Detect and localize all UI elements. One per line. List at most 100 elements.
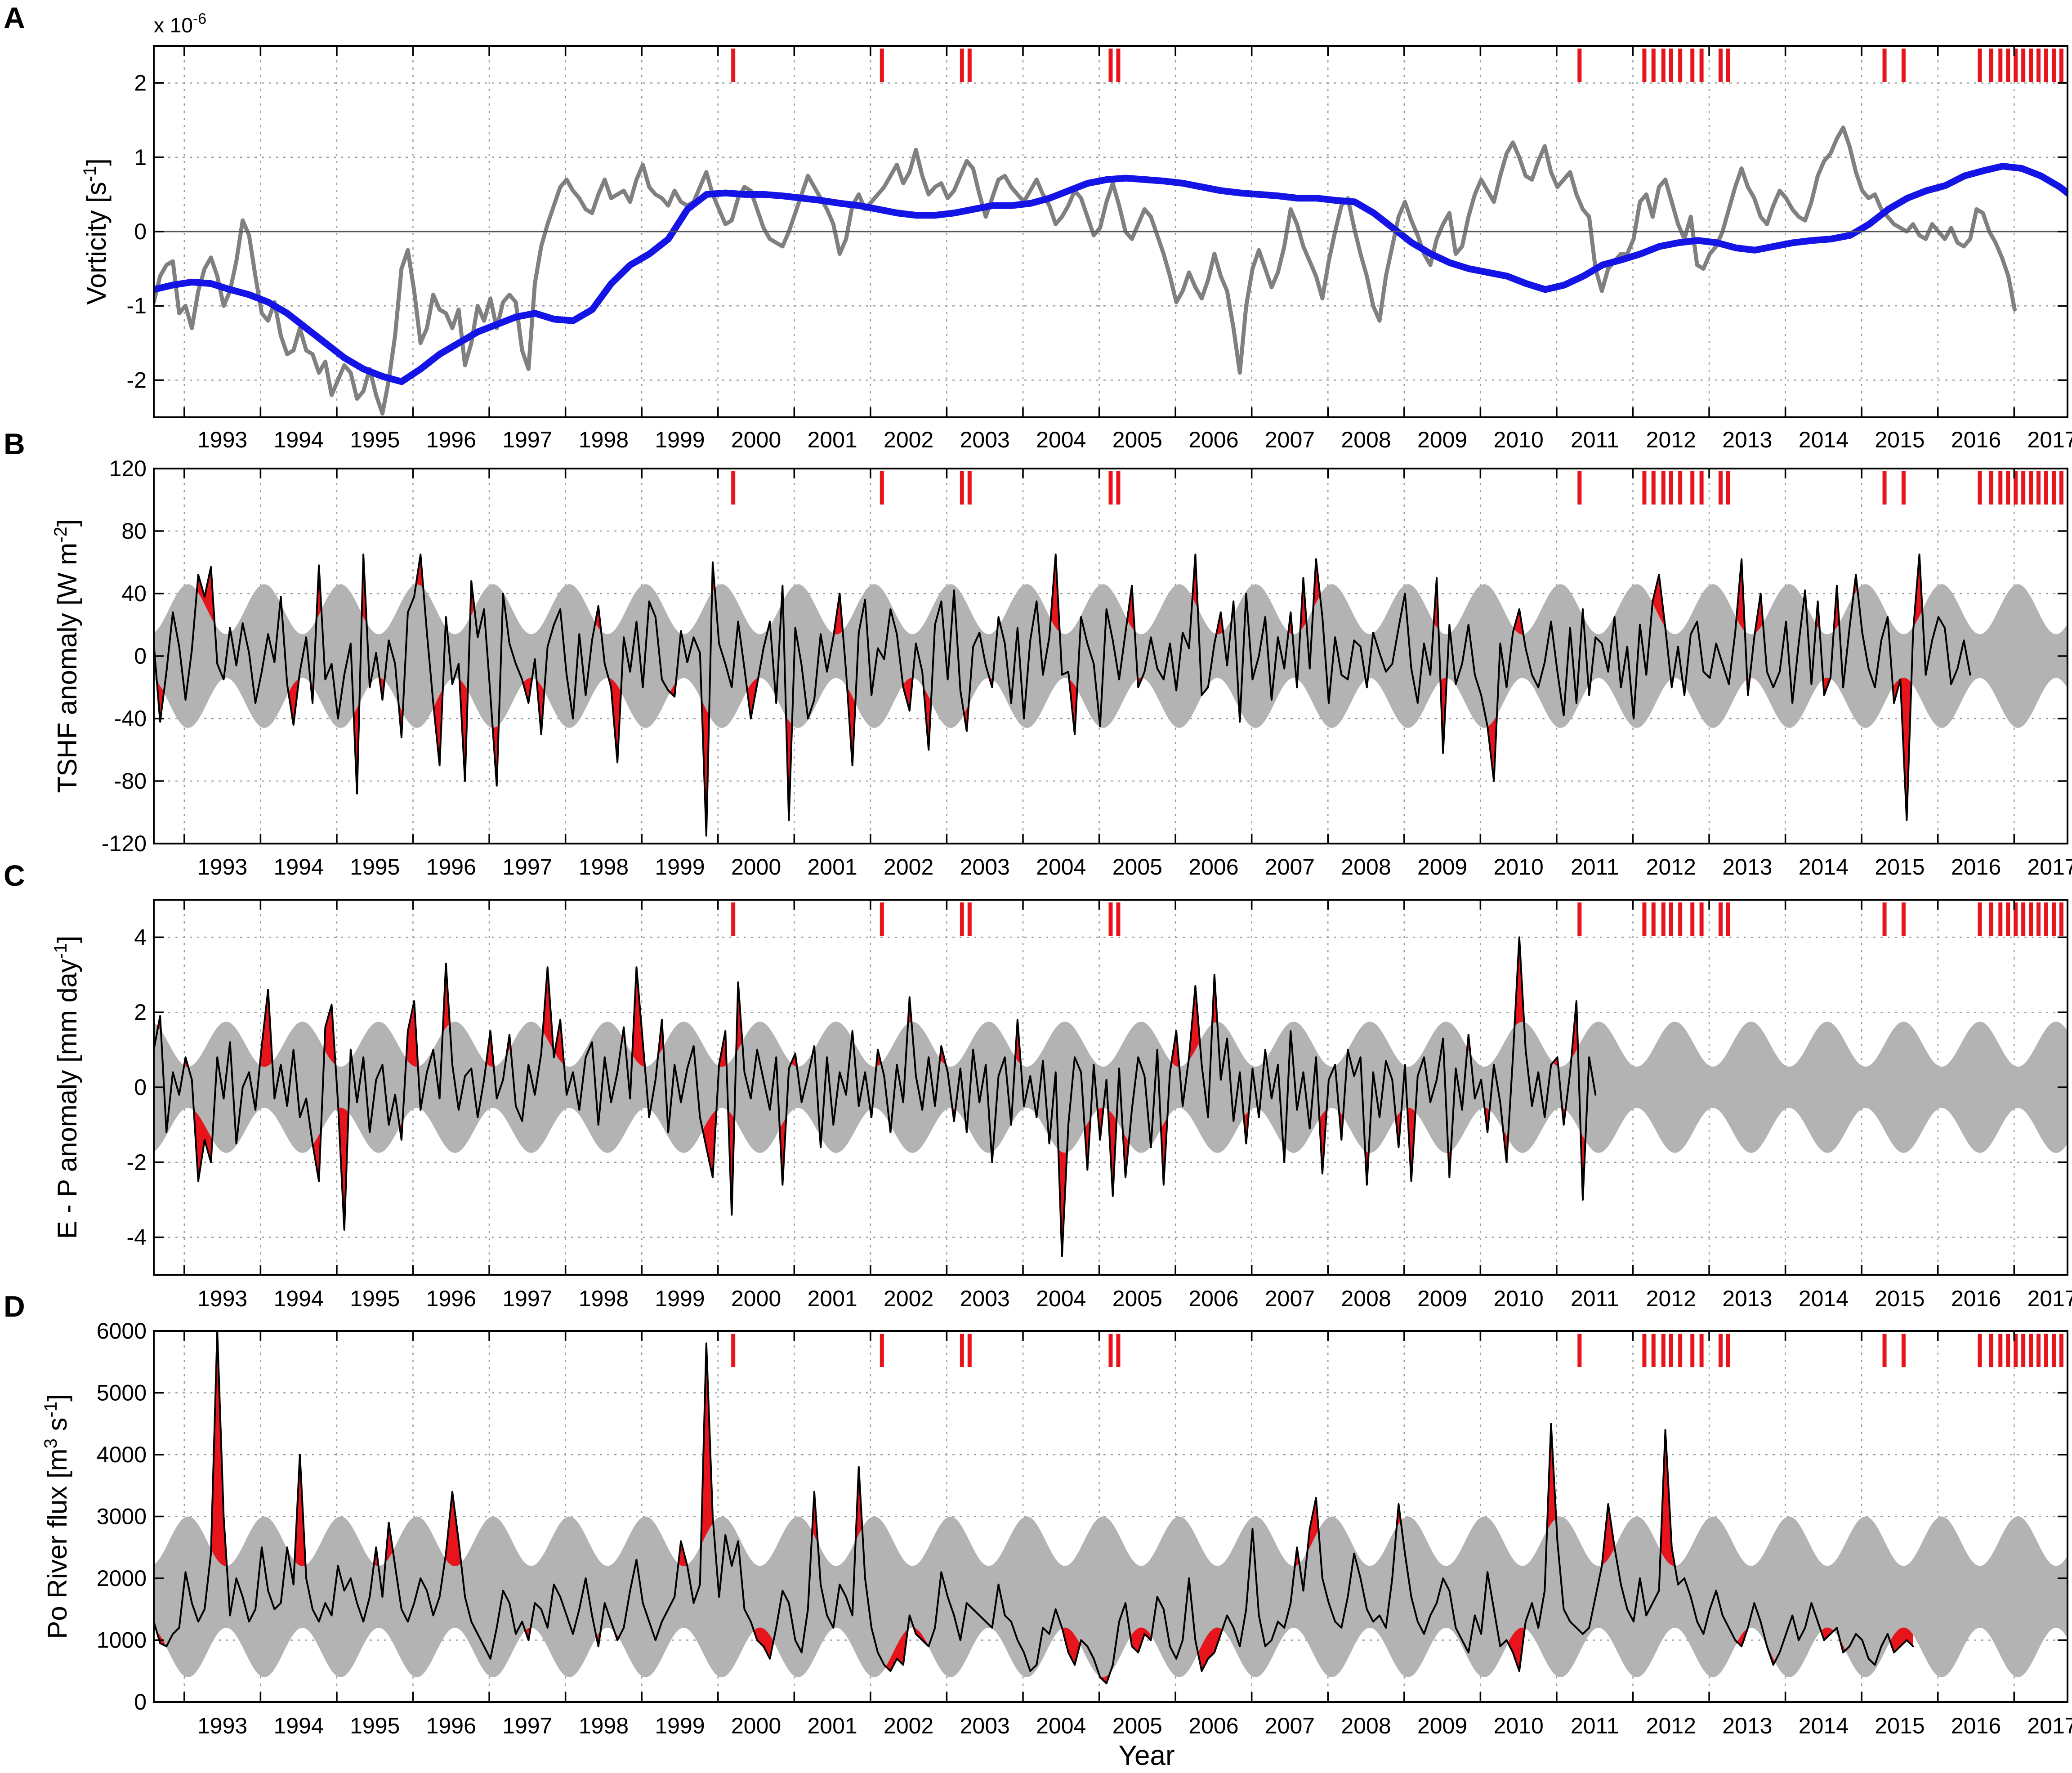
climatology-envelope bbox=[154, 584, 2068, 728]
x-tick-label: 2006 bbox=[1188, 427, 1238, 452]
x-tick-label: 1999 bbox=[655, 1713, 705, 1738]
x-tick-label: 2012 bbox=[1646, 1713, 1696, 1738]
x-tick-label: 2002 bbox=[884, 1286, 933, 1311]
y-axis-label: Po River flux [m3 s-1] bbox=[41, 1394, 72, 1639]
x-tick-label: 2012 bbox=[1646, 1286, 1696, 1311]
x-tick-label: 2015 bbox=[1875, 854, 1925, 880]
x-tick-label: 2009 bbox=[1417, 854, 1467, 880]
y-axis-label-text: ] bbox=[81, 158, 112, 166]
x-tick-label: 2003 bbox=[960, 1713, 1010, 1738]
x-tick-label: 2015 bbox=[1875, 1713, 1925, 1738]
x-tick-label: 2016 bbox=[1951, 854, 2001, 880]
y-tick-label: -80 bbox=[114, 768, 147, 794]
y-tick-label: 5000 bbox=[97, 1380, 147, 1406]
x-tick-label: 2014 bbox=[1799, 854, 1849, 880]
x-tick-label: 2015 bbox=[1875, 427, 1925, 452]
x-tick-label: 2010 bbox=[1494, 1286, 1544, 1311]
x-tick-label: 2003 bbox=[960, 427, 1010, 452]
x-tick-label: 2007 bbox=[1265, 854, 1315, 880]
x-tick-label: 2004 bbox=[1036, 854, 1086, 880]
x-tick-label: 1997 bbox=[502, 427, 552, 452]
x-tick-label: 2004 bbox=[1036, 1713, 1086, 1738]
x-tick-label: 2010 bbox=[1494, 854, 1544, 880]
y-axis-label-text: Vorticity [s bbox=[81, 182, 112, 304]
y-axis-label-text: s bbox=[42, 1417, 72, 1438]
x-tick-label: 2000 bbox=[731, 427, 781, 452]
plot-layer bbox=[154, 125, 2068, 416]
plot-layer bbox=[154, 936, 2068, 1257]
y-axis-label-text: Po River flux [m bbox=[42, 1448, 72, 1639]
x-tick-label: 2013 bbox=[1722, 1286, 1772, 1311]
panel-a: 1993 1994 1995 1996 1997 1998 1999 2000 2001 2002… bbox=[4, 1, 2072, 452]
x-tick-label: 2001 bbox=[807, 427, 857, 452]
series-line-raw bbox=[154, 125, 2017, 416]
y-axis-label-text: ] bbox=[52, 519, 82, 527]
x-tick-label: 1994 bbox=[274, 1713, 324, 1738]
y-tick-label: 0 bbox=[134, 643, 147, 669]
x-tick-label: 2005 bbox=[1112, 1713, 1162, 1738]
x-tick-label: 2001 bbox=[807, 854, 857, 880]
x-tick-label: 1996 bbox=[426, 854, 476, 880]
y-axis-label-text: ] bbox=[42, 1394, 72, 1402]
x-tick-label: 2006 bbox=[1188, 1286, 1238, 1311]
x-tick-label: 2016 bbox=[1951, 1713, 2001, 1738]
y-tick-label: 0 bbox=[134, 1689, 147, 1715]
y-axis-label-superscript: -1 bbox=[41, 1402, 61, 1418]
x-tick-label: 1998 bbox=[579, 1286, 629, 1311]
series-line-smooth bbox=[154, 163, 2068, 385]
x-tick-label: 2007 bbox=[1265, 1713, 1315, 1738]
x-tick-label: 2009 bbox=[1417, 427, 1467, 452]
x-tick-label: 1993 bbox=[197, 1713, 247, 1738]
series-line-anomaly bbox=[154, 554, 1971, 837]
x-axis-label: Year bbox=[1118, 1740, 1174, 1771]
panel-letter: C bbox=[4, 859, 25, 892]
y-tick-label: 2 bbox=[134, 1000, 147, 1025]
y-tick-label: 40 bbox=[121, 581, 147, 606]
y-tick-label: 4 bbox=[134, 924, 147, 950]
x-tick-label: 2014 bbox=[1799, 1713, 1849, 1738]
y-tick-label: 3000 bbox=[97, 1504, 147, 1529]
y-axis-label: Vorticity [s-1] bbox=[80, 158, 112, 305]
y-axis-label-text: E - P anomaly [mm day bbox=[52, 959, 82, 1239]
x-tick-label: 2009 bbox=[1417, 1713, 1467, 1738]
y-tick-label: 4000 bbox=[97, 1442, 147, 1467]
y-tick-label: 1 bbox=[134, 145, 147, 170]
x-tick-label: 2017 bbox=[2027, 1713, 2072, 1738]
x-tick-label: 2012 bbox=[1646, 427, 1696, 452]
x-tick-label: 2016 bbox=[1951, 1286, 2001, 1311]
x-tick-label: 2005 bbox=[1112, 854, 1162, 880]
y-axis-label-superscript: -1 bbox=[80, 166, 100, 182]
x-tick-label: 2000 bbox=[731, 1286, 781, 1311]
x-tick-label: 2004 bbox=[1036, 1286, 1086, 1311]
x-tick-label: 2010 bbox=[1494, 1713, 1544, 1738]
axis-multiplier-exponent: -6 bbox=[193, 10, 206, 27]
panel-letter: A bbox=[4, 1, 25, 34]
x-tick-label: 2011 bbox=[1571, 854, 1619, 880]
event-markers bbox=[731, 49, 2063, 82]
x-tick-label: 2005 bbox=[1112, 427, 1162, 452]
x-tick-label: 2011 bbox=[1571, 1286, 1619, 1311]
x-tick-label: 2016 bbox=[1951, 427, 2001, 452]
y-tick-label: -1 bbox=[127, 293, 147, 318]
x-tick-label: 1998 bbox=[579, 1713, 629, 1738]
y-tick-label: -2 bbox=[127, 1150, 147, 1175]
series-line-anomaly bbox=[154, 936, 1597, 1257]
x-tick-label: 2013 bbox=[1722, 854, 1772, 880]
x-tick-label: 2010 bbox=[1494, 427, 1544, 452]
x-tick-label: 2015 bbox=[1875, 1286, 1925, 1311]
x-tick-label: 1998 bbox=[579, 854, 629, 880]
x-tick-label: 1999 bbox=[655, 427, 705, 452]
axis-multiplier: x 10-6 bbox=[154, 10, 206, 37]
climatology-envelope bbox=[154, 1516, 2068, 1677]
x-tick-label: 1999 bbox=[655, 854, 705, 880]
x-tick-label: 1998 bbox=[579, 427, 629, 452]
x-tick-label: 1993 bbox=[197, 1286, 247, 1311]
x-tick-label: 2012 bbox=[1646, 854, 1696, 880]
panel-letter: D bbox=[4, 1290, 25, 1323]
y-tick-label: 2 bbox=[134, 71, 147, 96]
x-tick-label: 1993 bbox=[197, 854, 247, 880]
y-tick-label: -2 bbox=[127, 367, 147, 393]
x-tick-label: 1997 bbox=[502, 854, 552, 880]
x-tick-label: 2017 bbox=[2027, 854, 2072, 880]
